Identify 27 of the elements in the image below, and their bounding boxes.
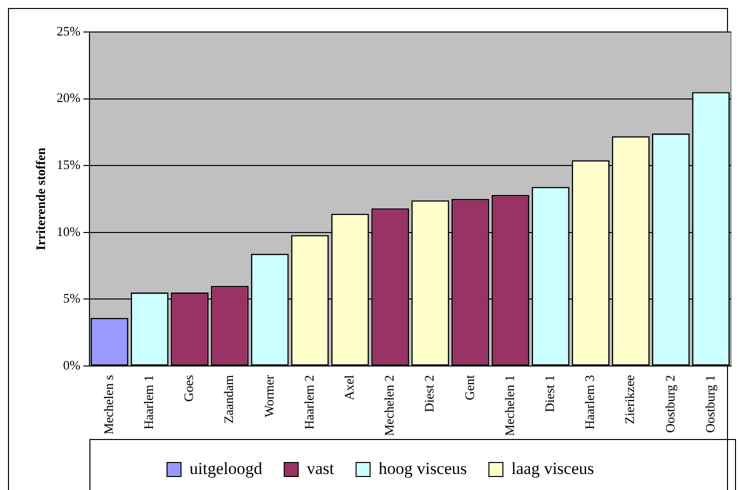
y-tick-label: 15%	[56, 157, 81, 172]
x-tick-label: Goes	[181, 375, 196, 402]
x-tick-label: Diest 1	[542, 375, 557, 412]
y-tick-label: 10%	[56, 224, 81, 239]
x-tick-label: Zierikzee	[622, 374, 638, 424]
legend-label: uitgeloogd	[190, 458, 263, 478]
legend-label: vast	[306, 458, 334, 478]
y-tick-label: 5%	[63, 290, 81, 306]
legend-label: hoog visceus	[378, 458, 467, 478]
y-tick-label: 0%	[63, 357, 81, 372]
x-tick-label: Zaandam	[221, 375, 236, 424]
x-tick-label: Mechelen 1	[502, 375, 517, 436]
y-axis-title: Irriterende stoffen	[33, 146, 48, 250]
legend-label: laag visceus	[511, 458, 594, 478]
y-tick-label: 25%	[56, 23, 81, 38]
x-tick-label: Mechelen s	[100, 375, 116, 435]
x-tick-label: Oostburg 1	[702, 375, 718, 433]
x-tick-label: Haarlem 2	[301, 375, 316, 430]
x-tick-label: Diest 2	[422, 375, 437, 412]
x-tick-label: Gent	[462, 374, 477, 400]
x-tick-label: Haarlem 3	[582, 375, 598, 430]
x-tick-label: Wormer	[261, 374, 276, 418]
x-tick-label: Mechelen 2	[382, 375, 397, 436]
x-tick-label: Oostburg 2	[662, 375, 678, 433]
x-tick-label: Haarlem 1	[141, 375, 156, 430]
y-tick-label: 20%	[56, 90, 81, 106]
x-tick-label: Axel	[341, 374, 356, 400]
